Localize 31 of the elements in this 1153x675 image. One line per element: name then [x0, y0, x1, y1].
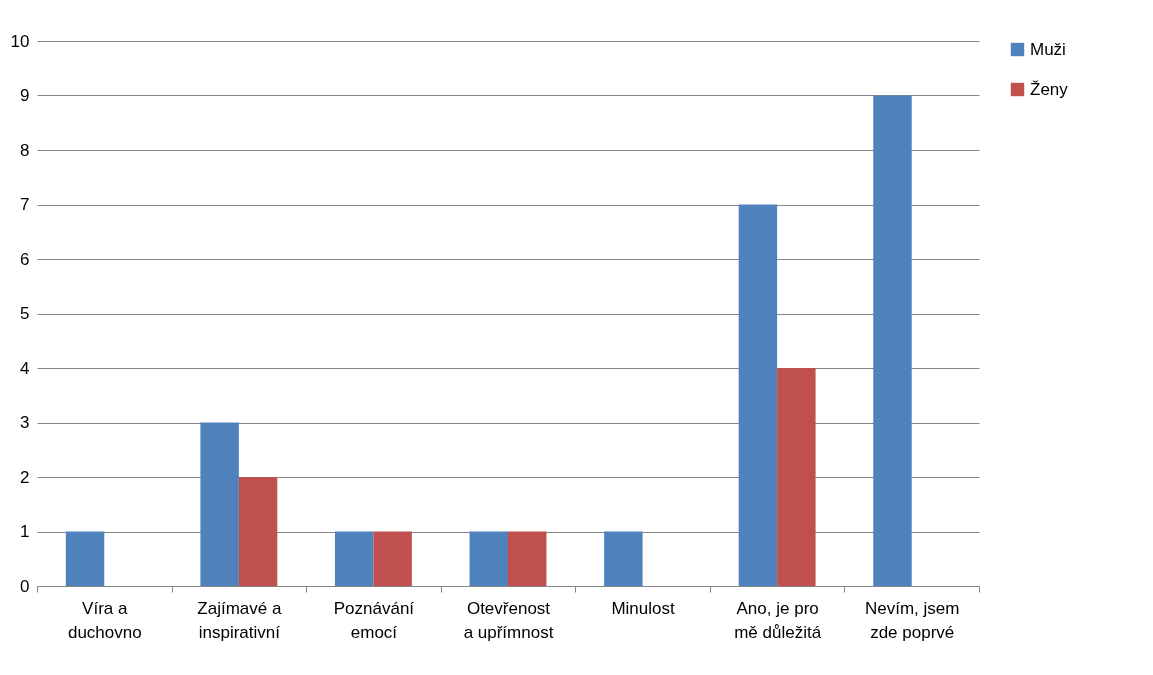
- y-tick-label: 3: [20, 413, 30, 432]
- y-tick-label: 4: [20, 358, 30, 378]
- legend-label: Muži: [1030, 39, 1066, 59]
- x-tick-label: Nevím, jsem zde poprvé: [864, 598, 960, 642]
- bar: [334, 531, 374, 586]
- y-tick-label: 6: [20, 249, 30, 269]
- x-tick-label: Poznávání emocí: [333, 598, 415, 642]
- bar: [65, 531, 105, 586]
- bar: [238, 477, 278, 586]
- y-tick-label: 10: [10, 31, 30, 51]
- y-tick-label: 5: [20, 304, 30, 323]
- y-tick-label: 2: [20, 467, 30, 487]
- y-tick-label: 8: [20, 140, 30, 160]
- x-tick-label: Zajímavé a inspirativní: [197, 598, 282, 642]
- x-tick-label: Víra a duchovno: [67, 598, 142, 642]
- x-tick-label: Minulost: [611, 598, 675, 618]
- bar: [738, 204, 778, 586]
- x-tick-label: Otevřenost a upřímnost: [463, 598, 554, 642]
- bar: [200, 422, 239, 586]
- y-tick-label: 9: [20, 86, 30, 105]
- y-tick-label: 1: [20, 522, 30, 541]
- bar: [373, 531, 412, 586]
- y-tick-label: 7: [20, 195, 30, 214]
- bar: [469, 531, 508, 586]
- bar: [604, 531, 643, 586]
- bar: [777, 368, 816, 586]
- y-tick-label: 0: [20, 576, 30, 596]
- bar: [508, 531, 547, 586]
- bar: [873, 95, 912, 586]
- legend-label: Ženy: [1030, 79, 1069, 99]
- x-tick-label: Ano, je pro mě důležitá: [734, 598, 822, 642]
